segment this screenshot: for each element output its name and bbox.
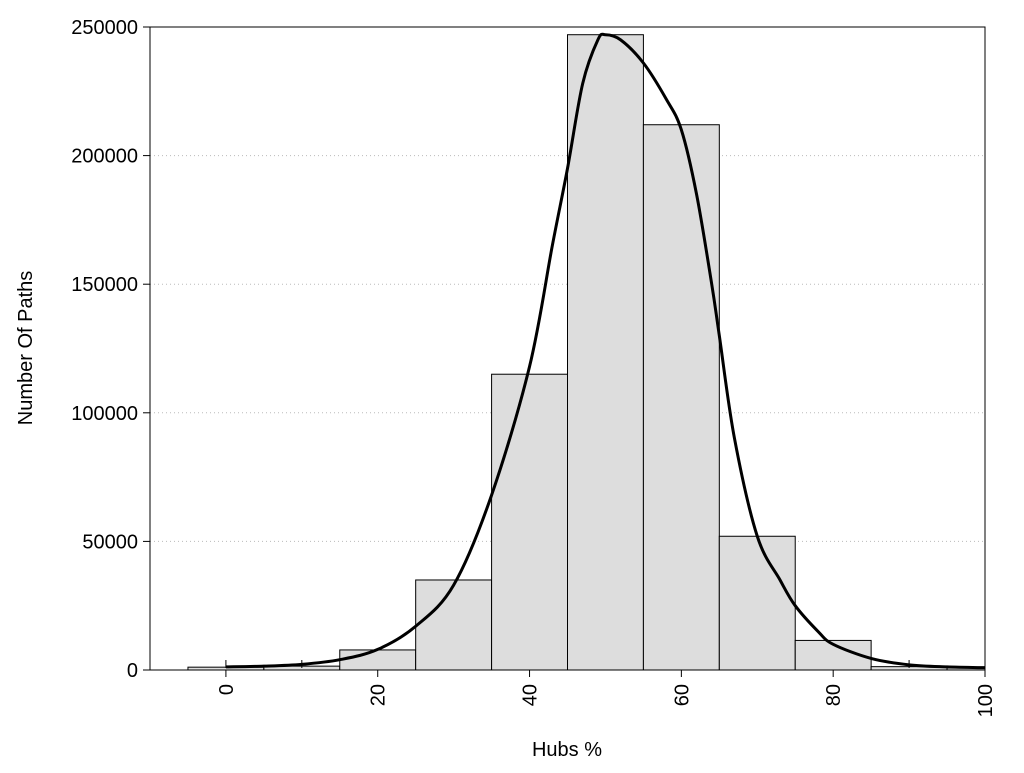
bar <box>567 34 644 671</box>
x-tick-label: 40 <box>520 684 542 706</box>
y-axis-ticks: 0 50000 100000 150000 200000 250000 <box>71 17 150 682</box>
bar <box>415 579 493 671</box>
x-axis-ticks: 0 20 40 60 80 100 <box>216 670 997 717</box>
density-curve-group <box>225 32 986 670</box>
y-tick-label: 0 <box>127 660 138 682</box>
bar <box>642 124 720 671</box>
bar <box>491 373 568 671</box>
y-tick-label: 150000 <box>71 274 138 296</box>
plot-frame <box>149 26 986 671</box>
y-tick-label: 200000 <box>71 146 138 168</box>
y-tick-label: 100000 <box>71 403 138 425</box>
y-tick-label: 50000 <box>82 531 138 553</box>
x-tick-label: 0 <box>216 684 238 695</box>
bar <box>718 535 796 671</box>
x-tick-label: 60 <box>671 684 693 706</box>
bar <box>339 649 417 671</box>
x-tick-label: 20 <box>368 684 390 706</box>
y-axis-label: Number Of Paths <box>15 271 37 426</box>
x-axis-label: Hubs % <box>532 739 602 761</box>
x-tick-label: 100 <box>975 684 997 717</box>
y-tick-label: 250000 <box>71 17 138 39</box>
bars <box>187 34 986 671</box>
density-curve <box>225 32 986 670</box>
x-tick-label: 80 <box>823 684 845 706</box>
